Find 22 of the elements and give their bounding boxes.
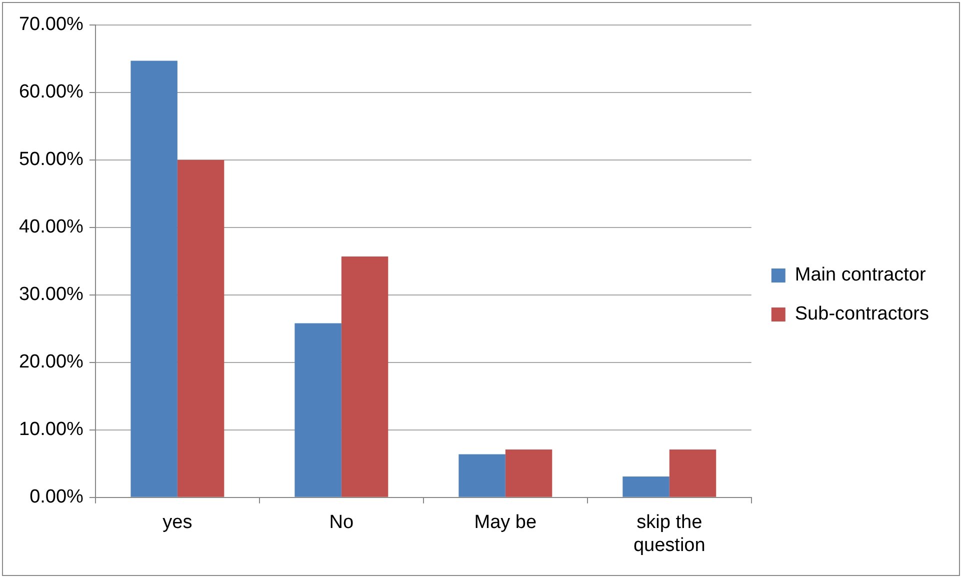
x-tick-label: skip the question [633,512,706,556]
legend-label: Sub-contractors [794,304,930,325]
x-tick-label: No [329,512,354,534]
y-tick-label: 40.00% [18,216,84,238]
y-tick-label: 70.00% [18,14,84,36]
y-tick-label: 20.00% [18,352,84,373]
bar [622,476,670,497]
y-tick-label: 30.00% [18,284,84,306]
x-tick-label: May be [474,512,537,534]
bar [669,449,716,497]
bar [294,323,342,497]
y-tick-label: 10.00% [18,419,84,440]
y-tick-label: 50.00% [18,149,84,170]
y-tick-label: 0.00% [30,486,84,508]
bar [458,454,506,497]
legend-label: Main contractor [794,264,926,286]
bar [505,449,552,497]
y-tick-label: 60.00% [18,82,84,103]
x-tick-label: yes [162,512,192,534]
bar [341,256,388,497]
bar [177,160,224,497]
bar [130,60,178,497]
